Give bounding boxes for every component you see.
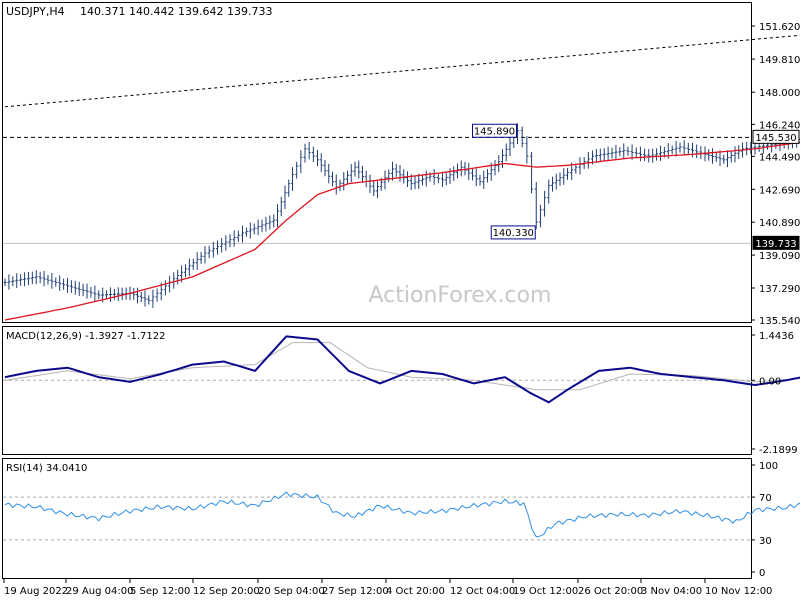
macd-axis-label: 0.00 [759, 376, 781, 387]
rsi-axis-label: 0 [759, 568, 765, 579]
price-label-text: 140.330 [493, 228, 534, 239]
ohlc-label: 140.371 140.442 139.642 139.733 [80, 5, 272, 18]
price-axis-label: 139.090 [759, 251, 800, 262]
x-axis-label: 19 Aug 2022 [4, 586, 68, 597]
x-axis-label: 29 Aug 04:00 [66, 586, 133, 597]
macd-axis-label: 1.4436 [759, 331, 794, 342]
macd-panel-frame [3, 327, 752, 455]
price-axis: 151.620 149.810 148.000 146.240 144.490 142.6… [751, 22, 800, 327]
symbol-label: USDJPY,H4 [6, 5, 65, 18]
macd-axis: 1.4436 0.00 -2.1899 [751, 331, 798, 456]
price-axis-label: 148.000 [759, 88, 800, 99]
price-series [4, 14, 800, 320]
trend-line-0 [5, 17, 800, 107]
macd-signal-line [5, 343, 800, 443]
x-axis-label: 26 Oct 20:00 [578, 586, 643, 597]
rsi-axis: 100 70 30 0 [751, 461, 778, 579]
rsi-axis-label: 100 [759, 461, 778, 472]
x-axis-label: 3 Nov 04:00 [641, 586, 702, 597]
price-axis-label: 137.290 [759, 284, 800, 295]
x-axis-label: 20 Sep 04:00 [258, 586, 325, 597]
price-axis-label: 146.240 [759, 120, 800, 131]
price-lines [3, 17, 800, 243]
price-tag-text: 139.733 [755, 239, 796, 250]
price-panel-frame [3, 3, 752, 323]
rsi-axis-label: 30 [759, 536, 772, 547]
macd-line [5, 336, 800, 454]
price-axis-label: 144.490 [759, 152, 800, 163]
price-label-text: 145.890 [474, 126, 515, 137]
header: USDJPY,H4 140.371 140.442 139.642 139.73… [6, 5, 272, 18]
rsi-title: RSI(14) 34.0410 [6, 463, 87, 474]
x-axis-label: 10 Nov 12:00 [705, 586, 772, 597]
price-axis-label: 151.620 [759, 22, 800, 33]
rsi-series [3, 475, 800, 552]
macd-series [3, 336, 800, 454]
x-axis-label: 19 Oct 12:00 [513, 586, 578, 597]
watermark: ActionForex.com [369, 283, 552, 308]
price-axis-label: 149.810 [759, 55, 800, 66]
price-axis-label: 140.890 [759, 218, 800, 229]
x-axis-label: 12 Oct 04:00 [450, 586, 515, 597]
x-axis-label: 27 Sep 12:00 [322, 586, 389, 597]
rsi-axis-label: 70 [759, 493, 772, 504]
x-axis-label: 4 Oct 20:00 [386, 586, 445, 597]
macd-title: MACD(12,26,9) -1.3927 -1.7122 [6, 331, 166, 342]
x-axis-label: 12 Sep 20:00 [193, 586, 260, 597]
price-axis-label: 135.540 [759, 316, 800, 327]
price-tag-text: 145.530 [755, 133, 796, 144]
x-axis-label: 5 Sep 12:00 [130, 586, 190, 597]
macd-axis-label: -2.1899 [759, 445, 798, 456]
rsi-panel-frame [3, 459, 752, 579]
price-axis-label: 142.690 [759, 185, 800, 196]
